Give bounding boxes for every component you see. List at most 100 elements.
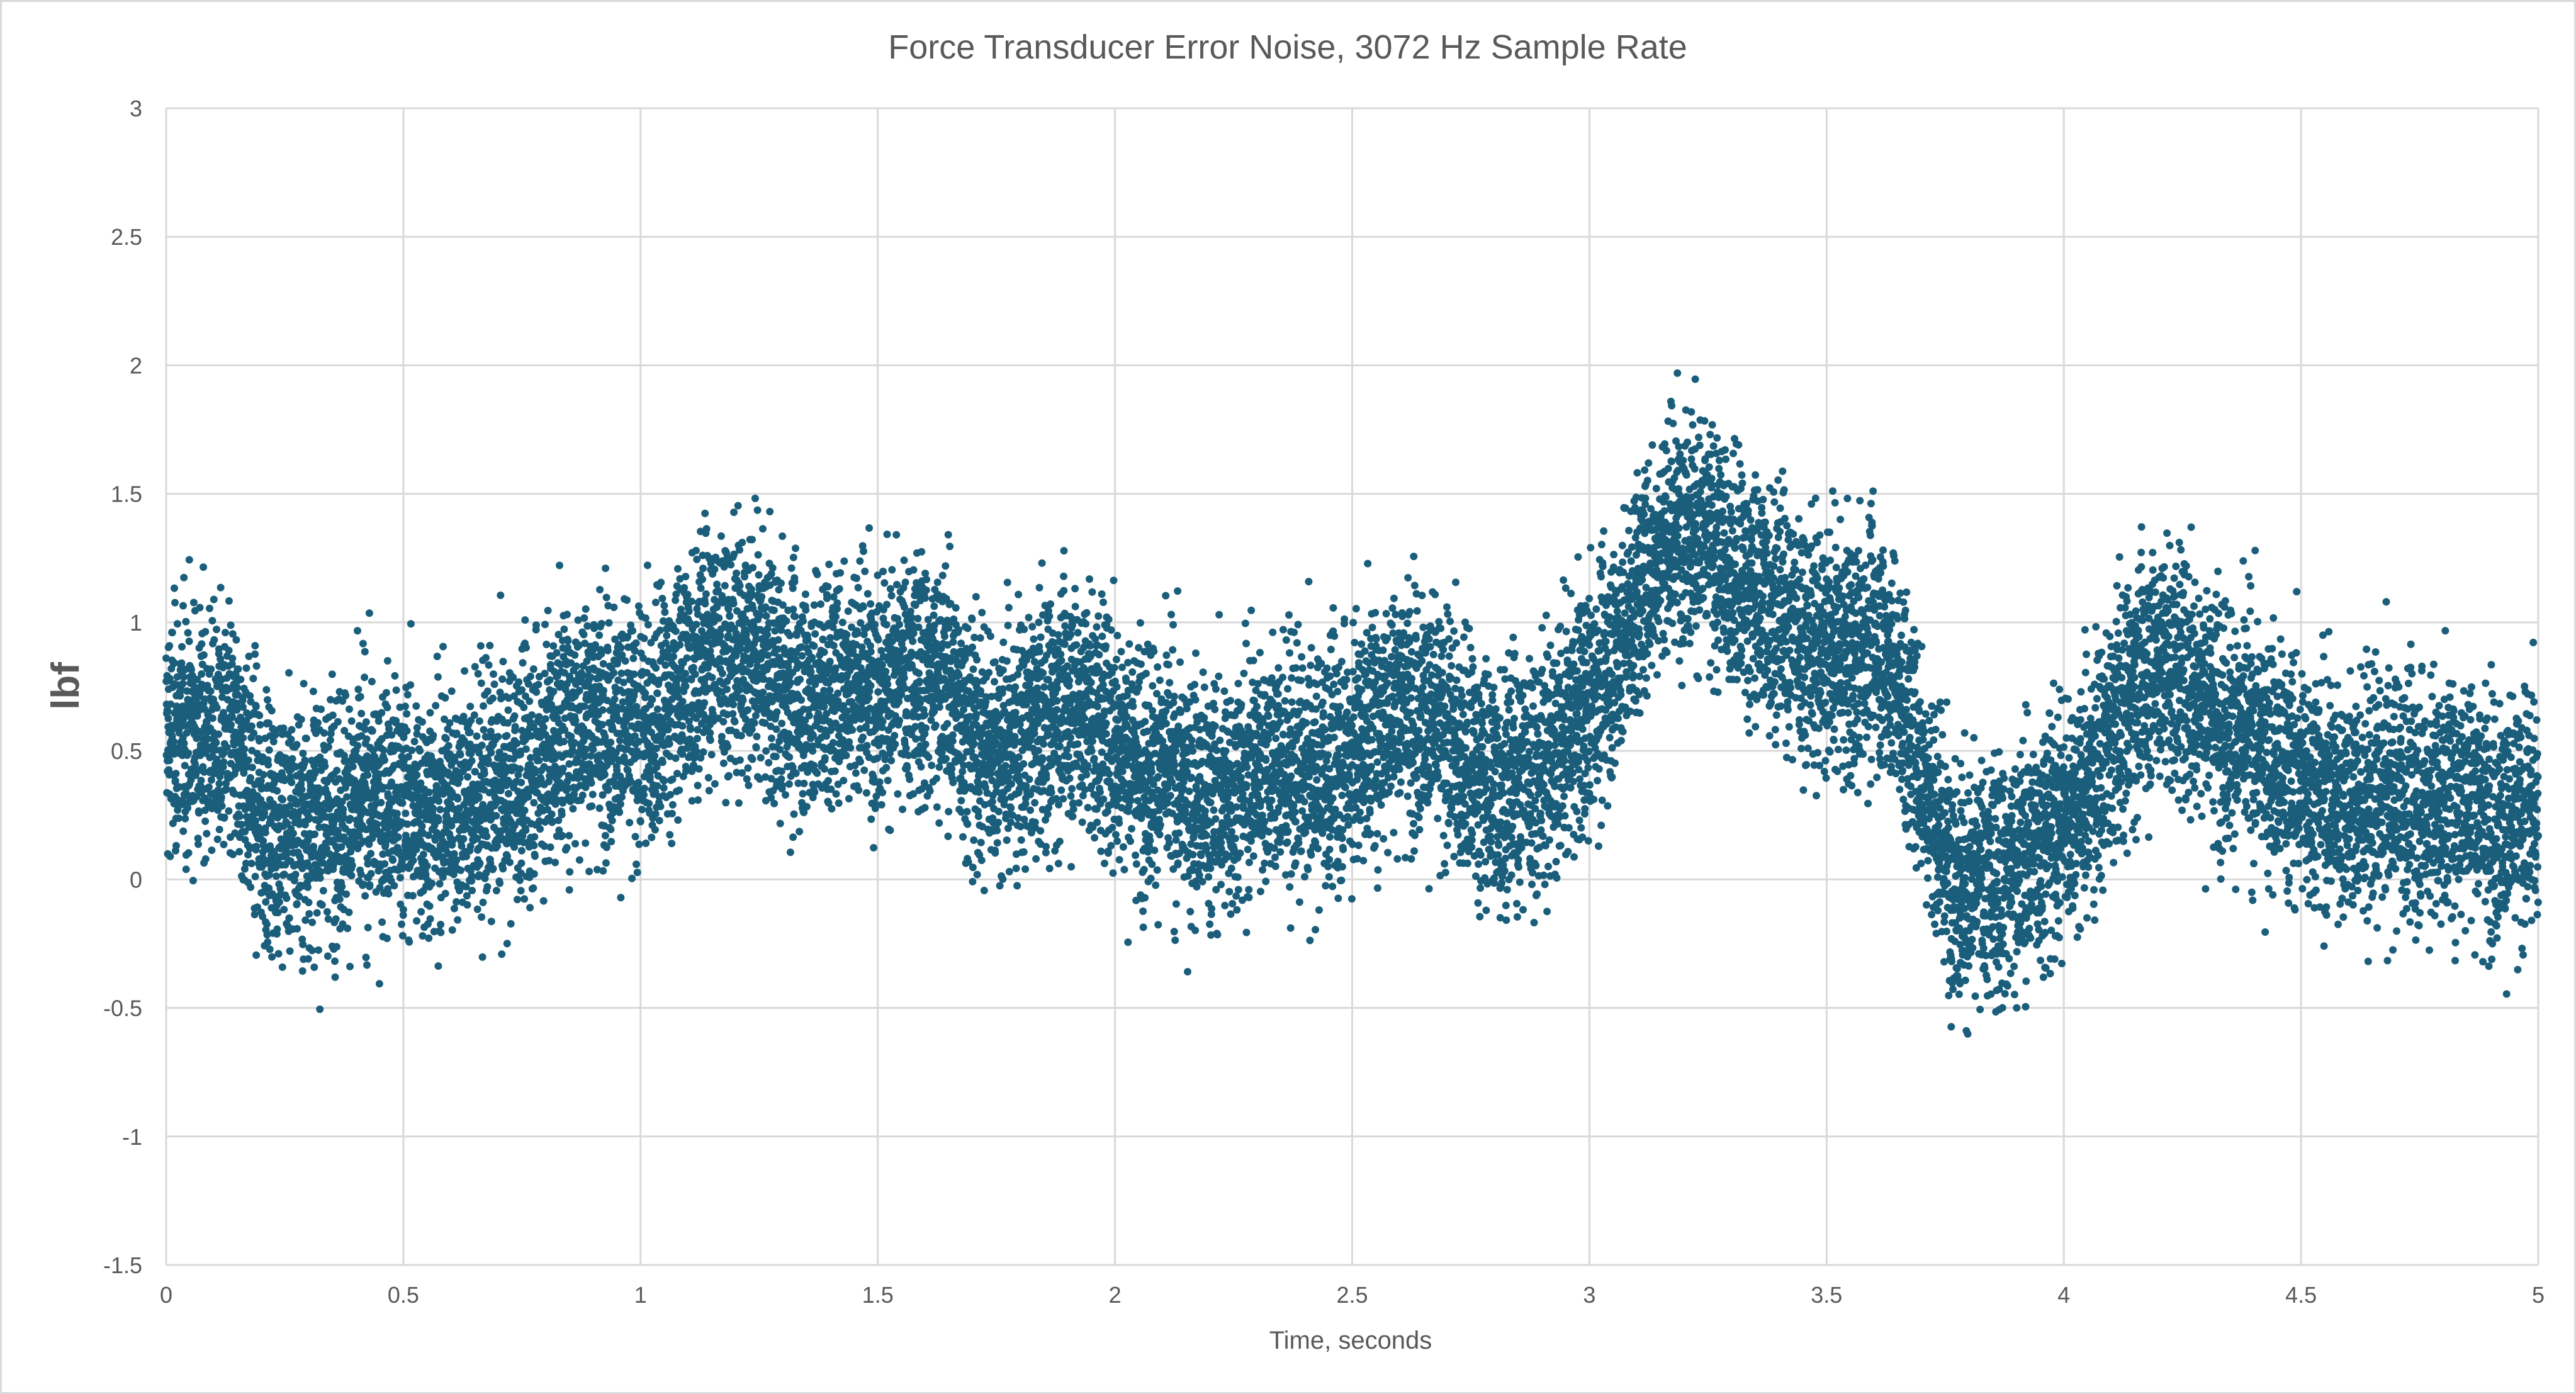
data-point bbox=[585, 867, 593, 875]
data-point bbox=[287, 735, 295, 743]
data-point bbox=[405, 938, 413, 946]
data-point bbox=[526, 904, 534, 912]
data-point bbox=[409, 857, 417, 865]
data-point bbox=[809, 747, 817, 755]
data-point bbox=[191, 760, 200, 768]
data-point bbox=[447, 687, 456, 695]
data-point bbox=[884, 680, 892, 689]
data-point bbox=[641, 689, 650, 697]
data-point bbox=[299, 750, 307, 758]
data-point bbox=[499, 865, 507, 873]
data-point bbox=[228, 660, 236, 668]
data-point bbox=[454, 916, 462, 924]
data-point bbox=[656, 626, 664, 634]
data-point bbox=[565, 831, 573, 840]
data-point bbox=[441, 889, 449, 897]
data-point bbox=[756, 754, 765, 762]
data-point bbox=[331, 957, 339, 965]
data-point bbox=[267, 707, 276, 715]
data-point bbox=[865, 524, 873, 532]
data-point bbox=[539, 897, 548, 905]
data-point bbox=[692, 748, 700, 756]
data-point bbox=[201, 817, 210, 825]
data-point bbox=[846, 744, 855, 752]
data-point bbox=[487, 749, 495, 757]
data-point bbox=[476, 859, 484, 867]
data-point bbox=[522, 644, 530, 652]
data-point bbox=[832, 613, 840, 621]
data-point bbox=[692, 546, 700, 554]
data-point bbox=[602, 859, 610, 867]
data-point bbox=[706, 736, 714, 745]
data-point bbox=[412, 702, 420, 710]
data-point bbox=[741, 573, 748, 581]
data-point bbox=[840, 557, 848, 565]
data-point bbox=[194, 840, 202, 848]
data-point bbox=[921, 804, 929, 812]
data-point bbox=[621, 657, 629, 665]
data-point bbox=[660, 784, 668, 792]
data-point bbox=[811, 630, 819, 638]
data-point bbox=[674, 565, 682, 573]
data-point bbox=[796, 828, 804, 836]
data-point bbox=[867, 815, 875, 823]
data-point bbox=[475, 792, 483, 801]
data-point bbox=[820, 648, 828, 656]
data-point bbox=[188, 666, 195, 674]
data-point bbox=[531, 833, 539, 841]
data-point bbox=[335, 895, 344, 903]
data-point bbox=[587, 779, 595, 787]
data-point bbox=[648, 833, 656, 841]
data-point bbox=[666, 831, 674, 839]
data-point bbox=[223, 743, 231, 751]
data-point bbox=[239, 734, 247, 742]
data-point bbox=[930, 602, 938, 610]
data-point bbox=[274, 950, 283, 958]
data-point bbox=[426, 709, 434, 717]
data-point bbox=[259, 771, 267, 779]
data-point bbox=[668, 801, 677, 809]
data-point bbox=[874, 636, 882, 644]
data-point bbox=[629, 655, 638, 663]
data-point bbox=[749, 564, 756, 571]
data-point bbox=[513, 739, 521, 748]
data-point bbox=[251, 650, 259, 658]
data-point bbox=[413, 917, 420, 925]
data-point bbox=[874, 688, 882, 696]
data-point bbox=[357, 709, 366, 717]
data-point bbox=[921, 594, 929, 602]
data-point bbox=[777, 767, 785, 775]
data-point bbox=[483, 883, 492, 891]
data-point bbox=[786, 848, 794, 857]
data-point bbox=[314, 719, 322, 727]
data-point bbox=[722, 799, 730, 807]
data-point bbox=[263, 920, 271, 928]
data-point bbox=[736, 582, 744, 590]
data-point bbox=[463, 901, 471, 909]
data-point bbox=[777, 775, 785, 783]
data-point bbox=[832, 790, 840, 798]
data-point bbox=[641, 614, 650, 622]
data-point bbox=[810, 642, 818, 650]
data-point bbox=[599, 721, 606, 729]
data-point bbox=[805, 712, 813, 719]
data-point bbox=[326, 736, 334, 744]
data-point bbox=[331, 973, 339, 981]
data-point bbox=[777, 579, 785, 587]
data-point bbox=[821, 754, 829, 762]
data-point bbox=[189, 877, 197, 885]
data-point bbox=[302, 734, 310, 743]
data-point bbox=[752, 744, 760, 751]
data-point bbox=[297, 716, 305, 724]
data-point bbox=[454, 795, 462, 803]
data-point bbox=[553, 649, 561, 657]
data-point bbox=[276, 885, 284, 893]
data-point bbox=[563, 843, 571, 852]
data-point bbox=[264, 719, 273, 727]
data-point bbox=[222, 779, 230, 787]
data-point bbox=[338, 882, 346, 891]
data-point bbox=[759, 689, 767, 697]
data-point bbox=[824, 777, 832, 785]
data-point bbox=[601, 831, 609, 840]
